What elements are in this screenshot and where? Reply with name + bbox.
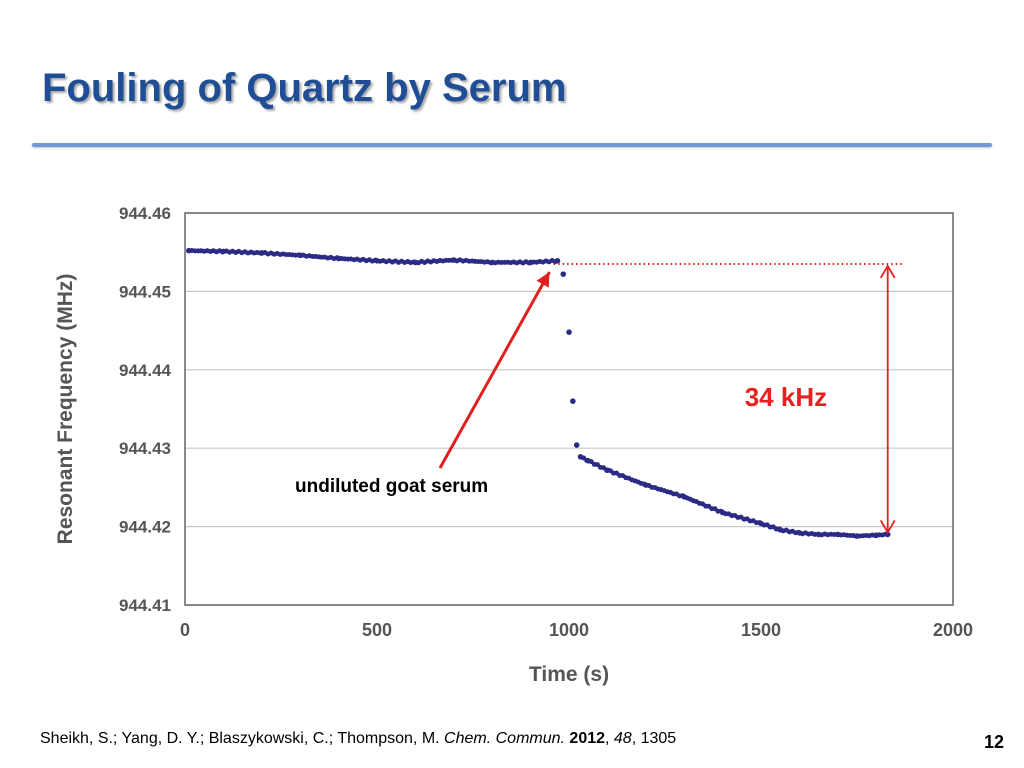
x-tick-label: 1000 [549,620,589,640]
y-tick-label: 944.42 [119,518,171,537]
x-tick-label: 1500 [741,620,781,640]
x-tick-label: 500 [362,620,392,640]
data-point [718,508,724,514]
y-tick-label: 944.44 [119,361,172,380]
data-point [334,255,340,261]
pointer-arrow [438,271,551,469]
data-point [641,481,647,487]
data-point [372,257,378,263]
data-point [776,526,782,532]
x-tick-label: 2000 [933,620,973,640]
x-axis-title: Time (s) [529,663,609,686]
citation-pages: 1305 [640,730,677,747]
data-point [756,520,762,526]
data-point [449,257,455,263]
data-point [815,531,821,537]
data-point [853,533,859,539]
data-point [488,260,494,266]
data-point [584,457,590,463]
data-point [604,467,610,473]
citation-journal: Chem. Commun. [444,730,565,747]
title-underline [32,143,992,147]
data-point [882,531,888,537]
data-point [560,271,567,277]
pointer-arrowhead [536,271,550,288]
data-point [526,260,532,266]
citation-volume: 48 [613,730,632,747]
x-tick-label: 0 [180,620,190,640]
data-point [573,442,580,448]
data-point [872,533,878,539]
y-tick-label: 944.43 [119,439,171,458]
y-tick-label: 944.46 [119,204,171,223]
frequency-chart: 944.41 944.42 944.43 944.44 944.45 944.46 0 500… [54,204,973,686]
delta-label: 34 kHz [745,382,827,412]
arrowhead-up [879,264,896,279]
data-point [566,329,572,335]
y-tick-label: 944.45 [119,282,171,301]
data-point [296,252,302,258]
data-point [570,398,576,404]
y-tick-label: 944.41 [119,596,171,615]
data-point [552,259,558,265]
annotation-label: undiluted goat serum [295,476,488,497]
plot-frame [184,212,954,606]
citation: Sheikh, S.; Yang, D. Y.; Blaszykowski, C… [40,730,677,747]
citation-year: 2012 [569,730,606,747]
data-point [796,529,802,535]
data-point [220,249,226,255]
data-point [257,250,263,256]
data-point [834,531,840,537]
data-point [411,259,417,265]
slide-title: Fouling of Quartz by Serum [42,66,567,110]
page-number: 12 [984,732,1005,752]
arrowhead-down [879,519,896,535]
citation-authors: Sheikh, S.; Yang, D. Y.; Blaszykowski, C… [40,730,440,747]
data-point [680,493,686,499]
y-axis-title: Resonant Frequency (MHz) [54,274,77,545]
